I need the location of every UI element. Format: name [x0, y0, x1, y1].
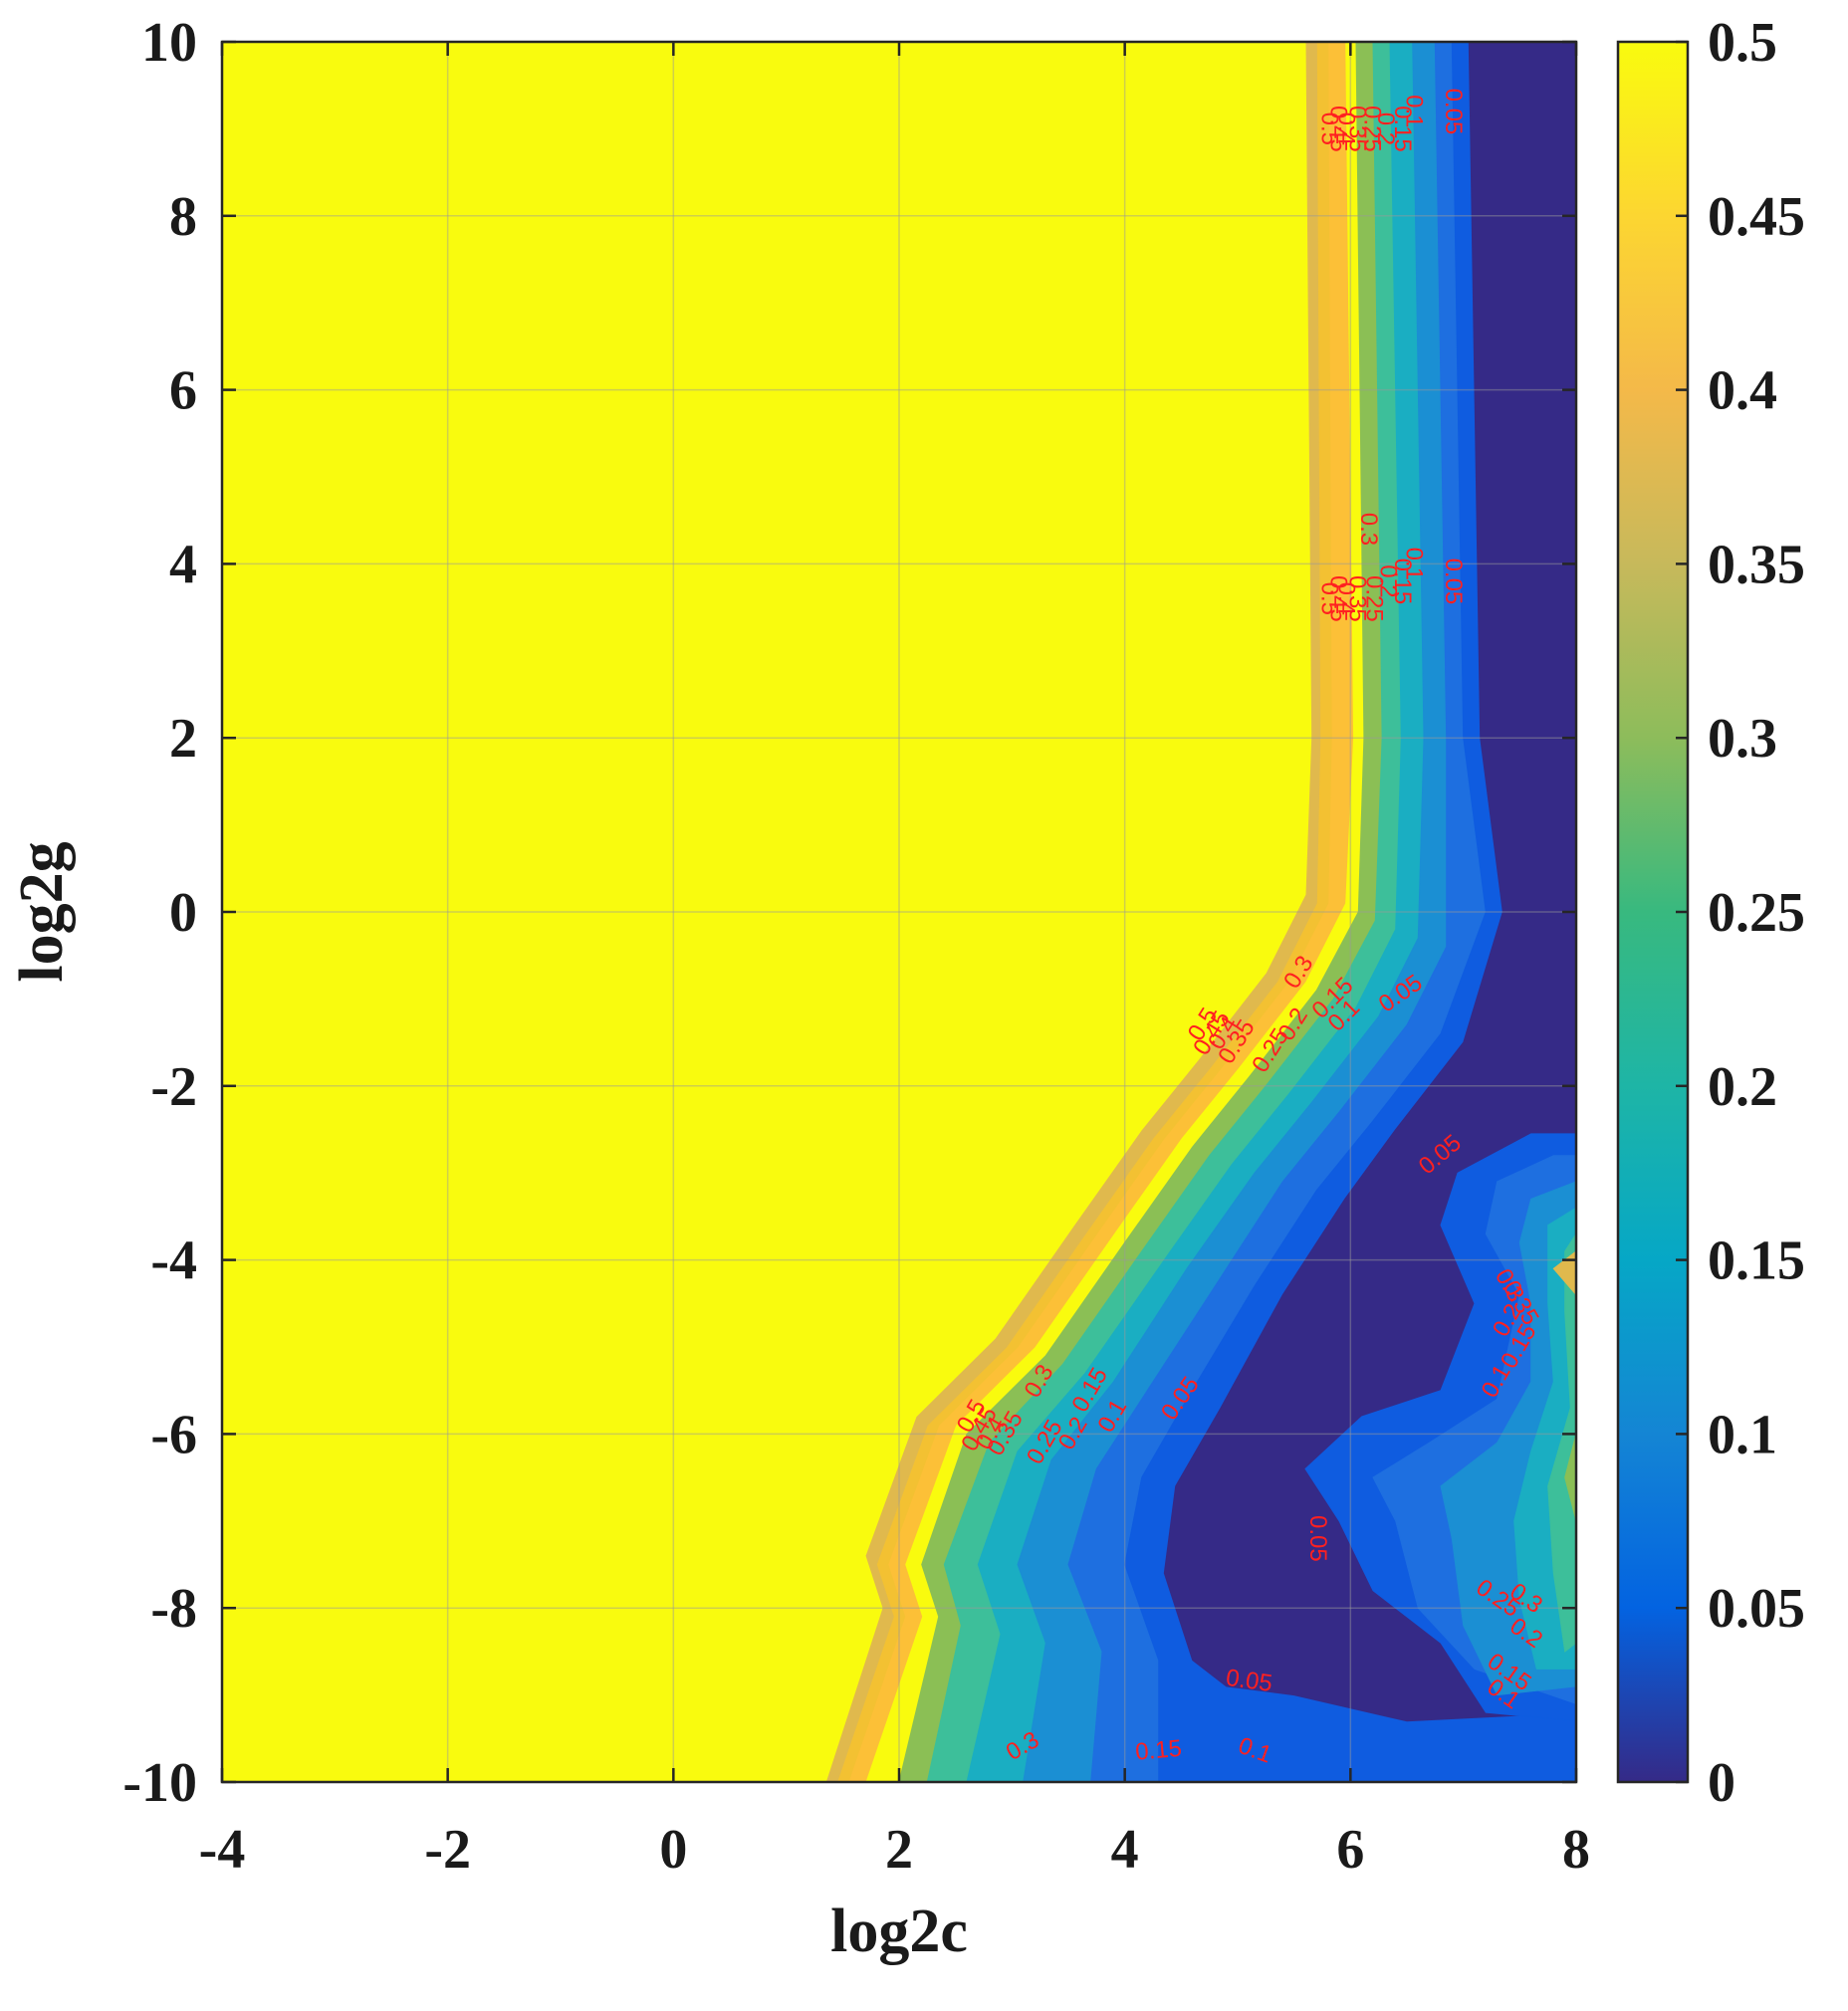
- colorbar-tick-label-10: 0: [1708, 1752, 1735, 1814]
- contour-label-10: 0.45: [1324, 575, 1351, 622]
- contour-region-15: [1547, 1232, 1576, 1653]
- contour-label-1: 0.45: [1324, 106, 1351, 152]
- contour-label-11: 0.4: [1332, 582, 1359, 615]
- contour-label-5: 0.2: [1372, 112, 1399, 145]
- contour-label-14: 0.25: [1361, 575, 1388, 622]
- y-axis-ticks: 10 8 6 4 2 0 -2 -4 -6 -8 -10: [122, 12, 1576, 1814]
- x-tick-label-0: -4: [199, 1819, 246, 1881]
- y-tick-label-4: 2: [169, 708, 197, 770]
- y-tick-label-10: -10: [122, 1752, 197, 1814]
- x-axis-label: log2c: [830, 1898, 968, 1965]
- contour-label-18: 0.05: [1440, 559, 1467, 605]
- colorbar-tick-label-1: 0.45: [1708, 186, 1805, 248]
- y-tick-label-2: 6: [169, 360, 197, 422]
- contour-label-15: 0.2: [1374, 564, 1401, 597]
- y-tick-label-1: 8: [169, 186, 197, 248]
- colorbar-tick-label-5: 0.25: [1708, 882, 1805, 944]
- y-axis-label: log2g: [8, 841, 76, 982]
- x-tick-label-6: 8: [1562, 1819, 1590, 1881]
- colorbar-tick-label-6: 0.2: [1708, 1056, 1777, 1118]
- contour-label-0: 0.5: [1315, 112, 1342, 145]
- colorbar-tick-label-9: 0.05: [1708, 1578, 1805, 1640]
- y-tick-label-3: 4: [169, 534, 197, 595]
- contour-region-16: [1564, 1434, 1576, 1521]
- colorbar-ticks: 0.5 0.45 0.4 0.35 0.3 0.25 0.2 0.15 0.1 0.05 0: [1676, 12, 1805, 1814]
- colorbar-tick-label-8: 0.1: [1708, 1404, 1777, 1465]
- contour-label-40: 0.05: [1304, 1515, 1331, 1562]
- y-tick-label-9: -8: [150, 1578, 197, 1640]
- colorbar-tick-label-2: 0.4: [1708, 360, 1777, 422]
- y-tick-label-0: 10: [141, 12, 197, 74]
- y-tick-label-7: -4: [150, 1230, 197, 1292]
- contour-label-12: 0.35: [1344, 575, 1371, 622]
- colorbar-tick-label-0: 0.5: [1708, 12, 1777, 74]
- contour-label-17: 0.1: [1400, 548, 1427, 580]
- x-tick-label-2: 0: [659, 1819, 687, 1881]
- x-tick-label-5: 6: [1336, 1819, 1364, 1881]
- contour-label-4: 0.25: [1358, 106, 1385, 152]
- contour-label-3: 0.35: [1344, 106, 1371, 152]
- contour-label-9: 0.5: [1315, 582, 1342, 615]
- contour-region-3: [222, 42, 1312, 1782]
- y-tick-label-5: 0: [169, 882, 197, 944]
- contour-label-41: 0.05: [1224, 1665, 1273, 1697]
- contour-label-6: 0.15: [1389, 106, 1416, 152]
- colorbar-tick-label-3: 0.35: [1708, 534, 1805, 595]
- colorbar-tick-label-7: 0.15: [1708, 1230, 1805, 1292]
- x-tick-label-1: -2: [424, 1819, 471, 1881]
- y-tick-label-6: -2: [150, 1056, 197, 1118]
- y-tick-label-8: -6: [150, 1404, 197, 1465]
- contour-fill-regions: [222, 42, 1576, 1782]
- contour-label-7: 0.1: [1400, 95, 1427, 127]
- x-tick-label-3: 2: [885, 1819, 913, 1881]
- x-axis-ticks: -4 -2 0 2 4 6 8: [199, 42, 1590, 1881]
- contour-label-2: 0.4: [1332, 112, 1359, 145]
- contour-label-8: 0.05: [1440, 89, 1467, 135]
- contour-label-43: 0.15: [1134, 1735, 1183, 1766]
- colorbar-tick-label-4: 0.3: [1708, 708, 1777, 770]
- contour-label-16: 0.15: [1389, 559, 1416, 605]
- contour-label-13: 0.3: [1355, 513, 1382, 546]
- x-tick-label-4: 4: [1111, 1819, 1139, 1881]
